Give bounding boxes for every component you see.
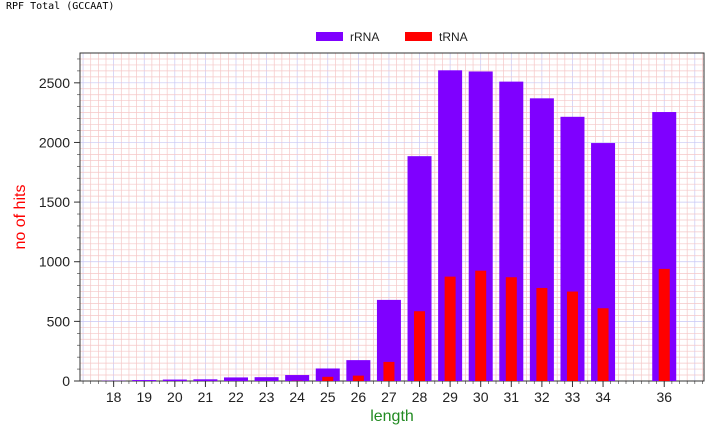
bar-rRNA-23 [254, 377, 279, 381]
y-axis-label: no of hits [12, 185, 29, 250]
bar-tRNA-32 [536, 287, 548, 381]
x-tick-label: 21 [198, 389, 214, 405]
x-tick-label: 26 [351, 389, 367, 405]
x-tick-label: 30 [473, 389, 489, 405]
legend-swatch-tRNA [405, 32, 432, 41]
legend-swatch-rRNA [316, 32, 343, 41]
x-tick-label: 27 [381, 389, 397, 405]
x-tick-label: 24 [289, 389, 305, 405]
x-tick-label: 29 [442, 389, 458, 405]
bar-tRNA-28 [414, 311, 426, 381]
x-axis-label: length [370, 408, 414, 425]
page-title: RPF Total (GCCAAT) [6, 1, 115, 12]
axes: 18 19 20 21 22 23 24 25 26 27 28 29 30 31 32 33 34 36 0 500… [39, 58, 703, 405]
bar-rRNA-25 [315, 368, 340, 381]
bar-tRNA-30 [475, 270, 487, 381]
x-tick-label: 23 [259, 389, 275, 405]
x-tick-label: 36 [656, 389, 672, 405]
bar-rRNA-24 [285, 375, 310, 381]
bar-tRNA-26 [352, 375, 364, 381]
bar-rRNA-21 [193, 379, 218, 381]
bar-tRNA-27 [383, 361, 395, 381]
bars [101, 70, 677, 381]
legend-label-tRNA: tRNA [439, 30, 468, 44]
bar-rRNA-26 [346, 360, 371, 381]
x-tick-label: 22 [228, 389, 244, 405]
x-tick-label: 32 [534, 389, 550, 405]
bar-rRNA-22 [224, 377, 248, 381]
x-tick-label: 28 [412, 389, 428, 405]
x-tick-label: 20 [167, 389, 183, 405]
x-tick-label: 34 [595, 389, 611, 405]
y-tick-label: 2000 [39, 134, 70, 150]
bar-tRNA-31 [505, 277, 517, 381]
legend-label-rRNA: rRNA [350, 30, 379, 44]
bar-tRNA-33 [566, 291, 578, 381]
y-tick-label: 1000 [39, 254, 70, 270]
y-tick-label: 1500 [39, 194, 70, 210]
bar-tRNA-34 [597, 308, 609, 381]
bar-tRNA-25 [322, 376, 334, 381]
bar-tRNA-36 [658, 268, 670, 381]
x-tick-label: 19 [136, 389, 152, 405]
legend: rRNA tRNA [316, 30, 468, 44]
bar-rRNA-20 [162, 379, 187, 381]
y-tick-label: 500 [47, 313, 71, 329]
y-tick-label: 2500 [39, 75, 70, 91]
x-tick-label: 25 [320, 389, 336, 405]
bar-tRNA-29 [444, 276, 456, 381]
x-tick-label: 18 [106, 389, 122, 405]
bar-rRNA-19 [132, 380, 157, 381]
y-tick-label: 0 [62, 373, 70, 389]
x-tick-label: 31 [504, 389, 520, 405]
x-tick-label: 33 [565, 389, 581, 405]
